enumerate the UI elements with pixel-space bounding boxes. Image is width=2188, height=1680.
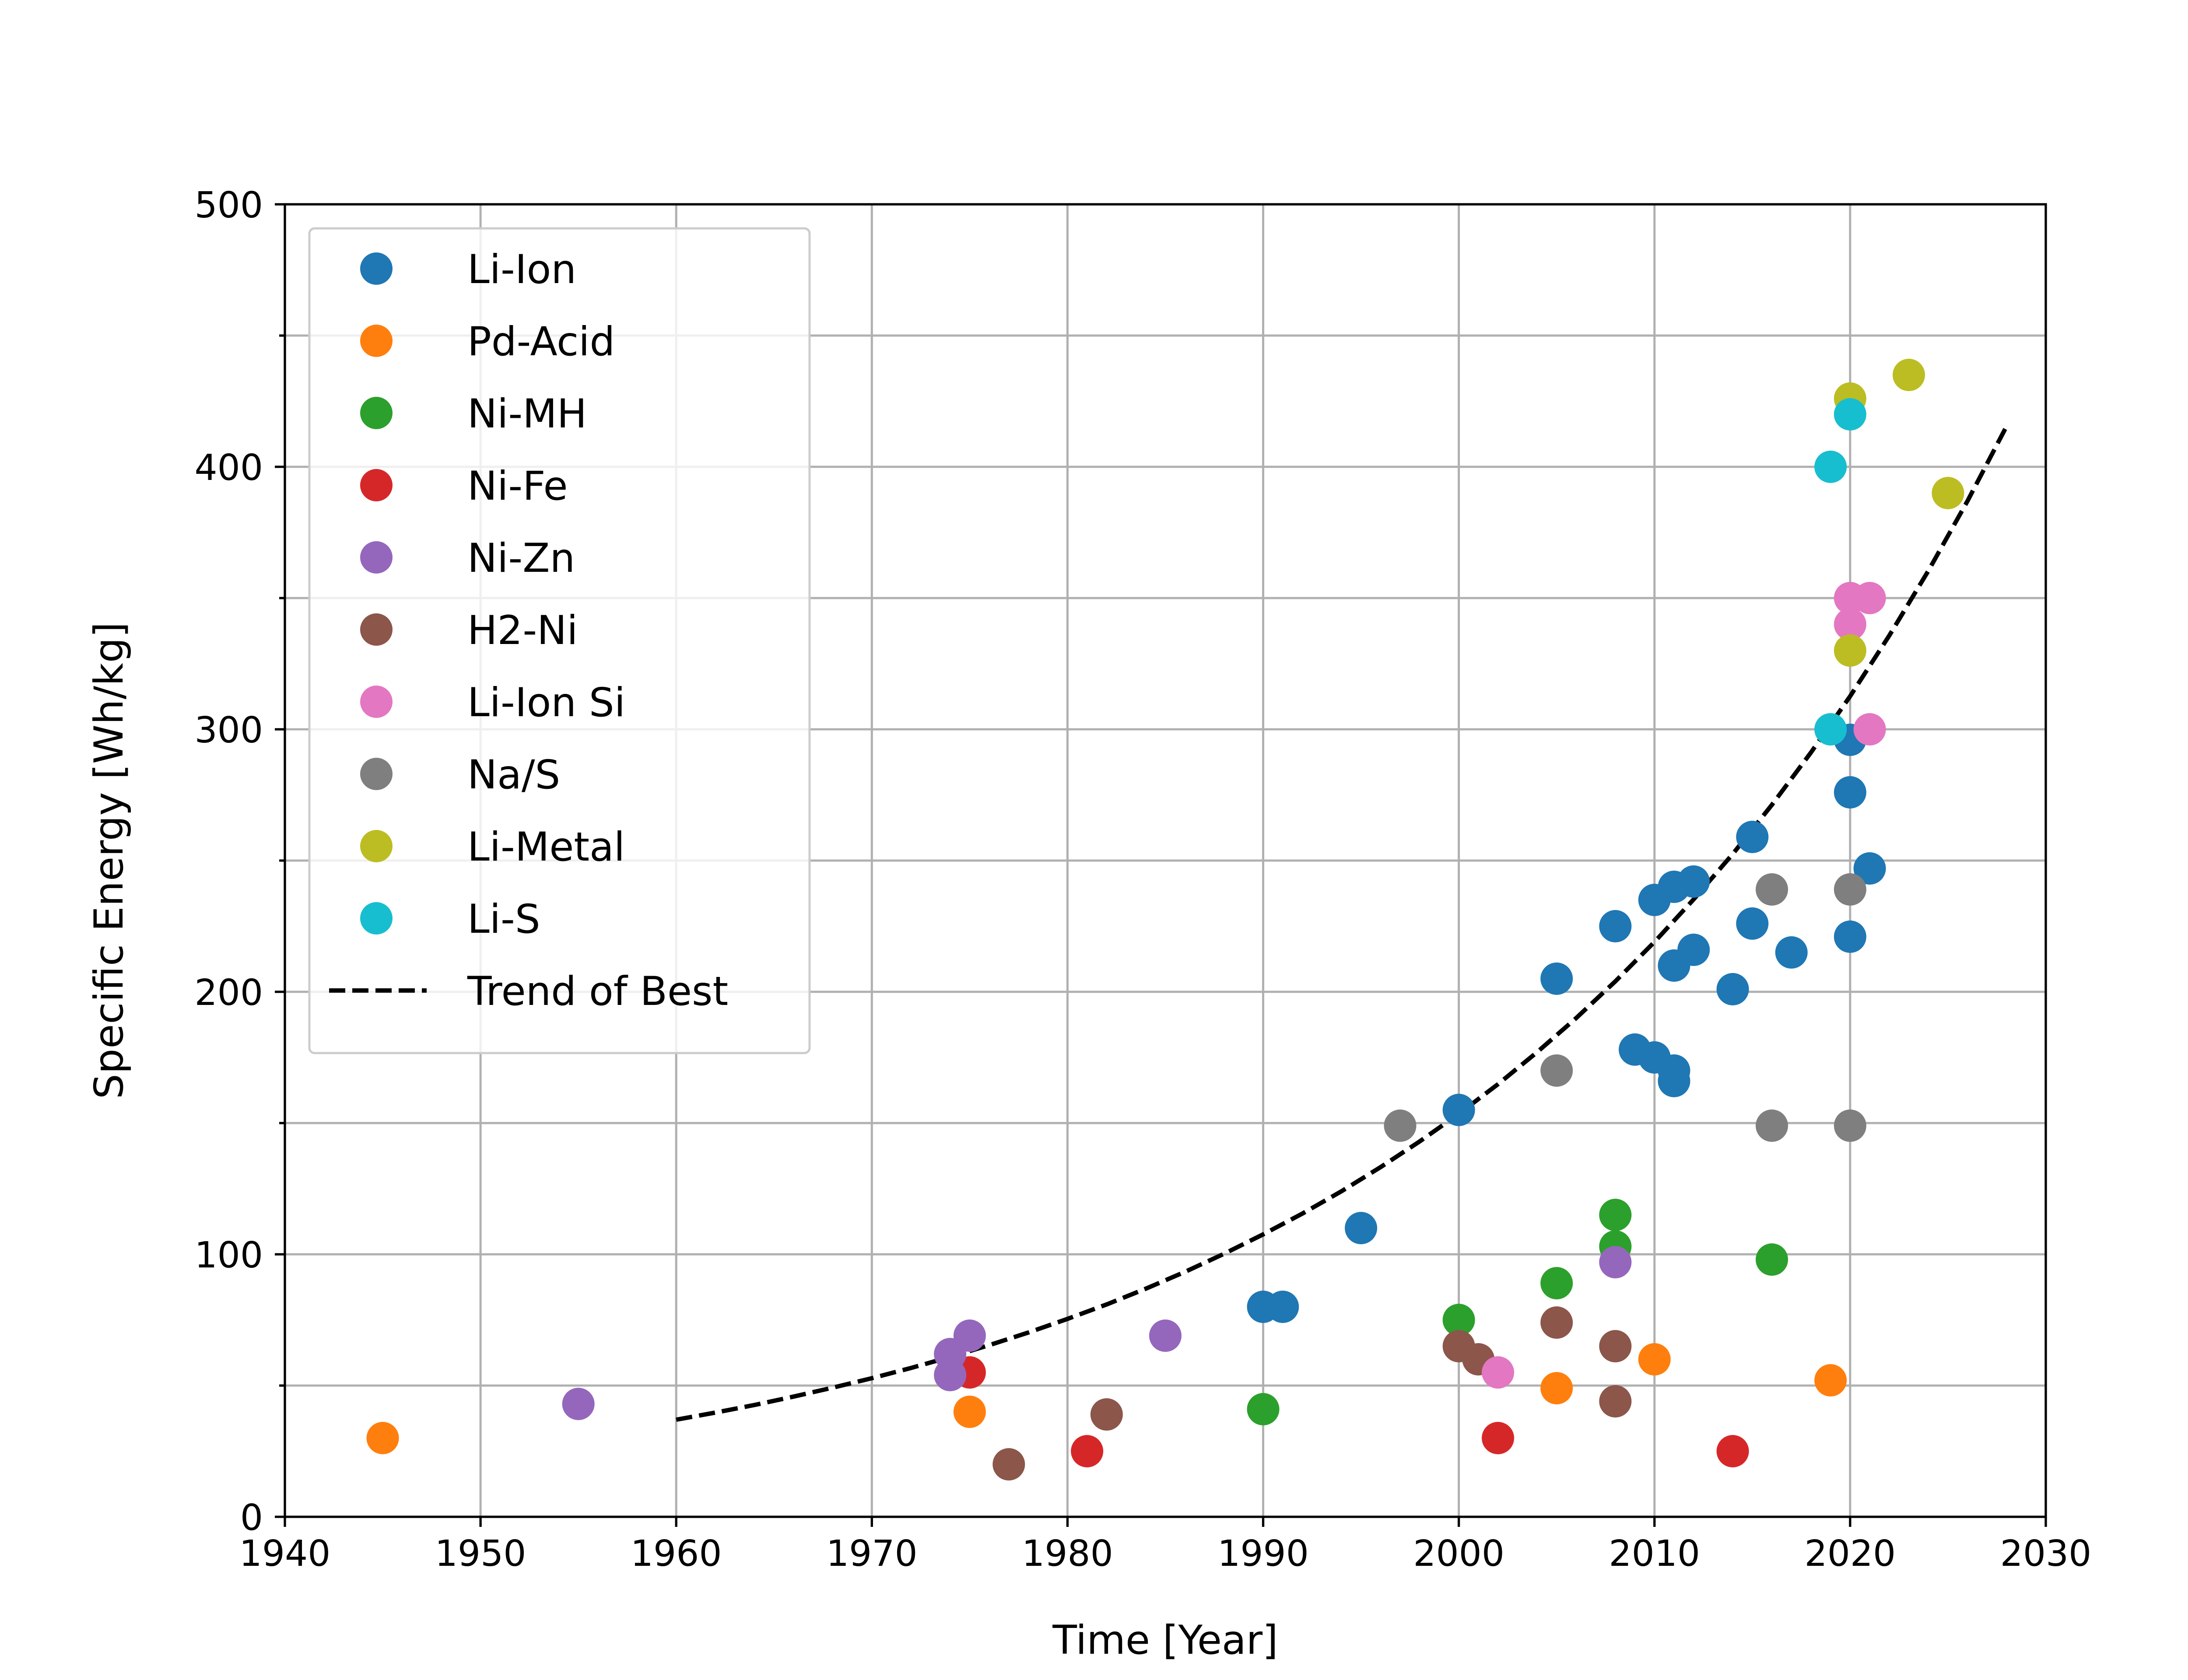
- point-li-metal: [1834, 634, 1866, 667]
- point-na-s: [1756, 1110, 1788, 1142]
- point-na-s: [1834, 1110, 1866, 1142]
- y-tick-label: 100: [194, 1235, 263, 1276]
- legend-marker-h2-ni: [360, 613, 393, 646]
- point-h2-ni: [992, 1448, 1025, 1480]
- x-tick-label: 1980: [1022, 1533, 1113, 1575]
- x-tick-label: 1990: [1217, 1533, 1309, 1575]
- point-ni-mh: [1599, 1199, 1632, 1231]
- legend-label-trend-of-best: Trend of Best: [467, 969, 728, 1015]
- point-li-metal: [1893, 359, 1925, 391]
- legend-box: [308, 227, 811, 1054]
- point-li-ion: [1736, 907, 1769, 940]
- point-ni-mh: [1247, 1393, 1280, 1425]
- point-li-ion: [1853, 852, 1886, 885]
- point-pd-acid: [953, 1396, 986, 1428]
- legend-marker-ni-zn: [360, 541, 393, 574]
- point-li-ion: [1658, 1065, 1690, 1097]
- legend-marker-ni-mh: [360, 397, 393, 429]
- legend-marker-li-ion-si: [360, 686, 393, 718]
- y-tick-label: 200: [194, 972, 263, 1014]
- point-na-s: [1756, 873, 1788, 906]
- legend-marker-li-s: [360, 902, 393, 934]
- point-ni-fe: [1716, 1435, 1749, 1467]
- point-li-ion: [1599, 910, 1632, 942]
- legend-marker-li-metal: [360, 830, 393, 862]
- legend-label-li-ion: Li-Ion: [467, 247, 576, 293]
- legend-label-li-metal: Li-Metal: [467, 824, 625, 870]
- point-pd-acid: [366, 1422, 399, 1454]
- point-ni-mh: [1540, 1267, 1573, 1299]
- point-h2-ni: [1599, 1330, 1632, 1362]
- x-tick-label: 1960: [631, 1533, 722, 1575]
- point-li-ion: [1677, 865, 1710, 898]
- data-points: [366, 359, 1964, 1480]
- legend-label-li-ion-si: Li-Ion Si: [467, 680, 625, 726]
- x-tick-label: 2020: [1805, 1533, 1896, 1575]
- point-ni-zn: [1149, 1320, 1182, 1352]
- legend-label-ni-mh: Ni-MH: [467, 391, 587, 437]
- legend-marker-pd-acid: [360, 325, 393, 357]
- axis-ticks: 1940 1950 1960 1970 1980 1990 2000 2010 2020 2030…: [194, 185, 2091, 1575]
- point-ni-fe: [1482, 1422, 1515, 1454]
- point-li-ion: [1266, 1291, 1299, 1323]
- point-pd-acid: [1814, 1364, 1847, 1396]
- point-li-s: [1814, 451, 1847, 483]
- x-tick-label: 2000: [1413, 1533, 1504, 1575]
- point-li-metal: [1932, 477, 1964, 509]
- point-li-ion-si: [1834, 608, 1866, 640]
- legend-marker-ni-fe: [360, 469, 393, 501]
- point-li-ion: [1736, 821, 1769, 853]
- point-h2-ni: [1599, 1385, 1632, 1418]
- point-li-ion: [1677, 934, 1710, 966]
- y-axis-title: Specific Energy [Wh/kg]: [86, 622, 132, 1099]
- y-tick-label: 300: [194, 710, 263, 751]
- point-li-ion-si: [1853, 582, 1886, 614]
- point-li-ion-si: [1482, 1356, 1515, 1389]
- point-ni-zn: [953, 1320, 986, 1352]
- point-li-ion-si: [1853, 713, 1886, 746]
- point-ni-mh: [1756, 1243, 1788, 1276]
- point-li-ion: [1442, 1094, 1475, 1126]
- x-axis-title: Time [Year]: [1052, 1617, 1278, 1663]
- x-tick-label: 1940: [239, 1533, 331, 1575]
- point-pd-acid: [1638, 1343, 1671, 1376]
- point-na-s: [1540, 1054, 1573, 1087]
- point-li-ion: [1345, 1212, 1378, 1244]
- y-tick-label: 400: [194, 447, 263, 489]
- point-ni-fe: [1071, 1435, 1104, 1467]
- point-li-ion: [1834, 920, 1866, 953]
- x-tick-label: 1950: [435, 1533, 526, 1575]
- legend-label-ni-fe: Ni-Fe: [467, 463, 568, 509]
- point-li-ion: [1834, 776, 1866, 808]
- point-na-s: [1384, 1110, 1417, 1142]
- point-na-s: [1834, 873, 1866, 906]
- legend-marker-na-s: [360, 758, 393, 790]
- x-tick-label: 1970: [826, 1533, 918, 1575]
- x-tick-label: 2010: [1609, 1533, 1700, 1575]
- point-ni-zn: [562, 1388, 595, 1420]
- point-li-s: [1834, 398, 1866, 430]
- trend-of-best-line: [676, 425, 2009, 1422]
- trend-layer: [676, 425, 2009, 1422]
- point-li-ion: [1716, 973, 1749, 1005]
- y-tick-label: 500: [194, 185, 263, 226]
- point-li-ion: [1775, 936, 1808, 969]
- point-li-ion: [1540, 962, 1573, 995]
- point-h2-ni: [1540, 1306, 1573, 1339]
- point-h2-ni: [1090, 1398, 1123, 1431]
- point-li-s: [1814, 713, 1847, 746]
- point-pd-acid: [1540, 1372, 1573, 1404]
- point-ni-mh: [1442, 1304, 1475, 1336]
- legend-label-ni-zn: Ni-Zn: [467, 536, 575, 581]
- legend-label-li-s: Li-S: [467, 896, 540, 942]
- legend: Li-Ion Pd-Acid Ni-MH Ni-Fe Ni-Zn H2-Ni Li-Ion …: [308, 227, 811, 1054]
- point-ni-zn: [1599, 1246, 1632, 1278]
- y-tick-label: 0: [240, 1497, 263, 1539]
- x-tick-label: 2030: [2000, 1533, 2092, 1575]
- legend-label-na-s: Na/S: [467, 752, 560, 798]
- legend-label-pd-acid: Pd-Acid: [467, 319, 615, 365]
- legend-label-h2-ni: H2-Ni: [467, 608, 578, 654]
- legend-marker-li-ion: [360, 252, 393, 285]
